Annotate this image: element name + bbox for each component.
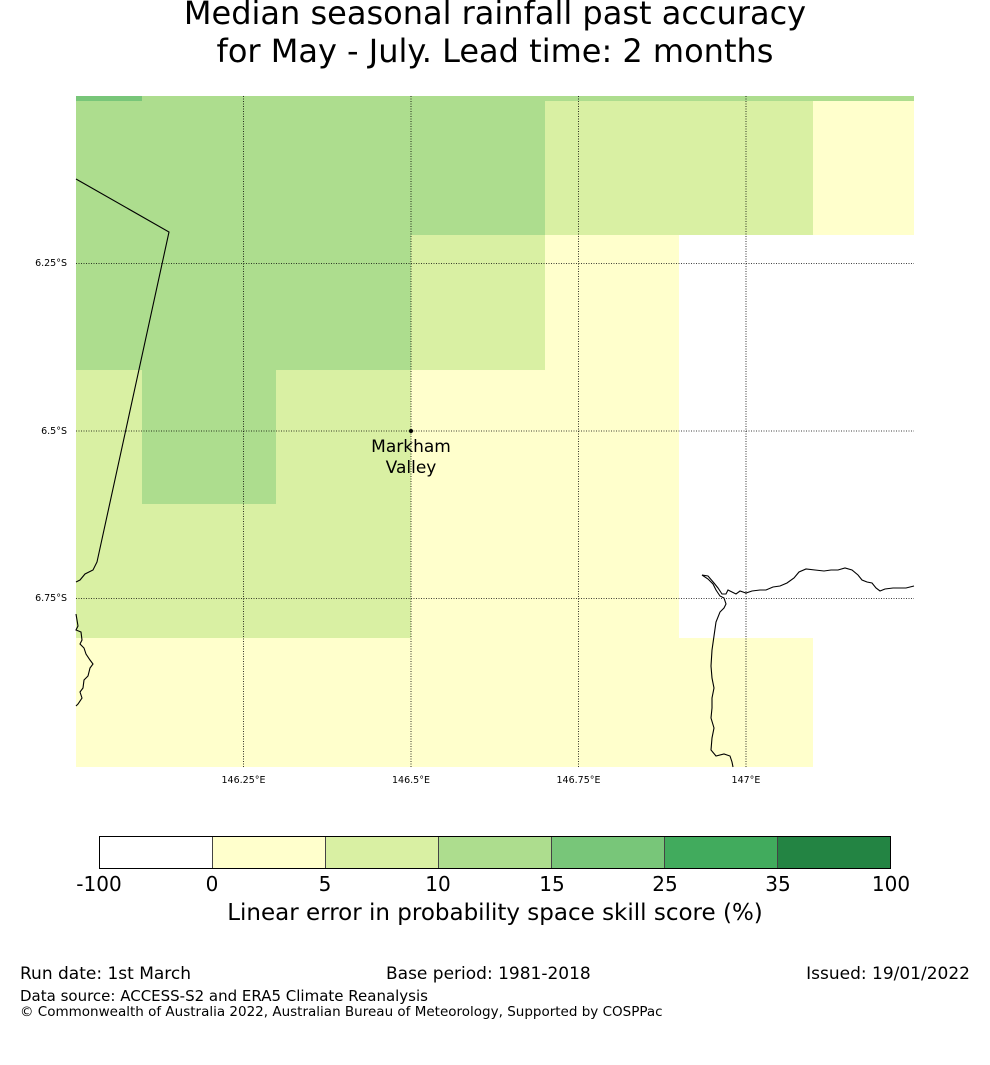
colorbar-tick: 10: [425, 872, 451, 896]
lon-label: 147°E: [732, 775, 761, 786]
colorbar-segment: [439, 837, 552, 868]
grid-cell: [76, 96, 142, 101]
colorbar-tick: 0: [205, 872, 219, 896]
colorbar-label: Linear error in probability space skill …: [227, 900, 763, 926]
colorbar-tick: 15: [539, 872, 565, 896]
lon-label: 146.5°E: [392, 775, 430, 786]
place-label-line-2: Valley: [386, 458, 437, 478]
coastline: [701, 567, 915, 595]
province-boundary: [75, 178, 170, 583]
colorbar-segment: [665, 837, 778, 868]
run-date: Run date: 1st March: [20, 964, 192, 984]
colorbar-tick: -100: [76, 872, 122, 896]
colorbar-segment: [552, 837, 665, 868]
data-source: Data source: ACCESS-S2 and ERA5 Climate …: [20, 987, 428, 1005]
colorbar-tick: 25: [652, 872, 678, 896]
lon-label: 146.25°E: [222, 775, 266, 786]
issued-date: Issued: 19/01/2022: [806, 964, 970, 984]
grid-cell: [142, 96, 914, 101]
grid-cell: [545, 101, 813, 235]
colorbar: [99, 836, 891, 869]
grid-cell: [142, 370, 276, 504]
grid-cell: [813, 638, 914, 767]
place-label-line-1: Markham: [371, 437, 451, 457]
grid-cell: [411, 235, 545, 370]
colorbar-tick: 35: [765, 872, 791, 896]
colorbar-tick: 100: [871, 872, 911, 896]
title-line-1: Median seasonal rainfall past accuracy: [183, 0, 807, 32]
skill-grid: [76, 96, 914, 767]
grid-cell: [679, 235, 914, 638]
copyright: © Commonwealth of Australia 2022, Austra…: [20, 1004, 663, 1020]
lat-label: 6.25°S: [35, 258, 67, 269]
colorbar-segment: [213, 837, 326, 868]
boundaries: [75, 178, 915, 768]
skill-score-map: Markham Valley 6.25°S 6.5°S 6.75°S 146.2…: [35, 96, 915, 786]
base-period: Base period: 1981-2018: [386, 964, 591, 984]
west-coastline: [75, 613, 94, 707]
lat-label: 6.5°S: [41, 426, 67, 437]
river-coastline: [701, 574, 734, 768]
colorbar-segment: [326, 837, 439, 868]
lon-label: 146.75°E: [557, 775, 601, 786]
map-title: Median seasonal rainfall past accuracy f…: [0, 0, 990, 70]
title-line-2: for May - July. Lead time: 2 months: [216, 32, 774, 70]
colorbar-tick: 5: [318, 872, 332, 896]
lat-label: 6.75°S: [35, 593, 67, 604]
colorbar-segment: [100, 837, 213, 868]
markham-valley-marker: [409, 429, 413, 433]
colorbar-segment: [778, 837, 890, 868]
